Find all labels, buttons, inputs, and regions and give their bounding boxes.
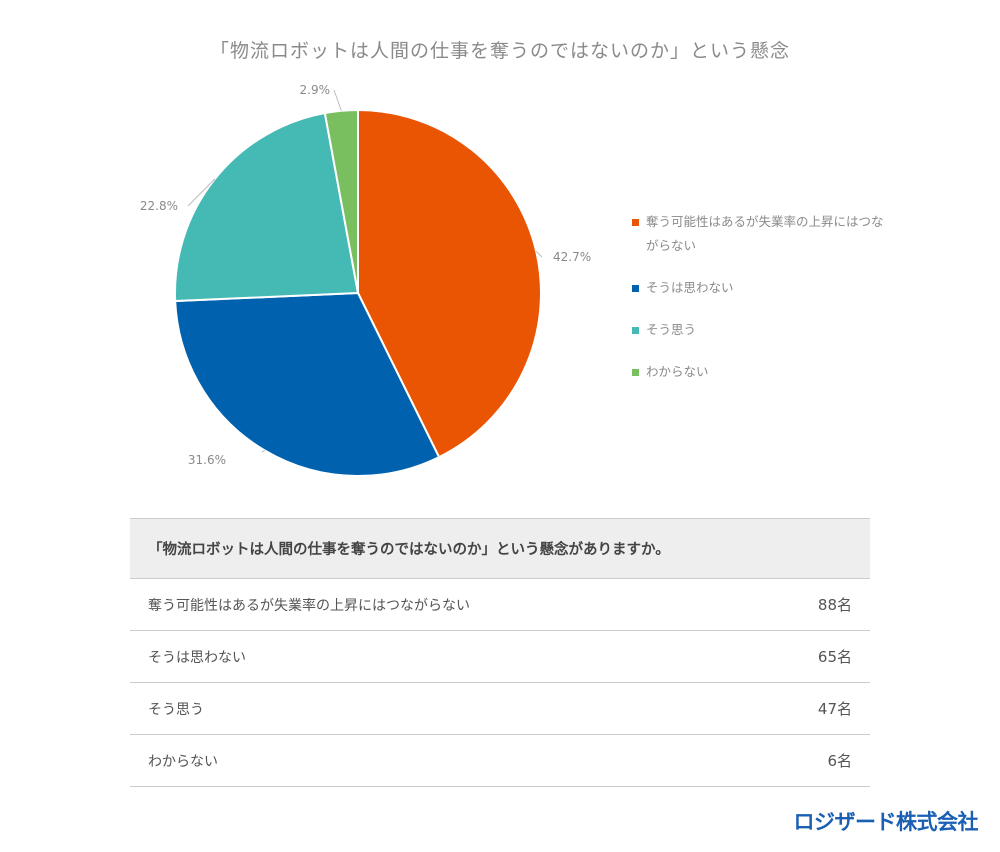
legend-swatch xyxy=(632,327,639,334)
row-label: 奪う可能性はあるが失業率の上昇にはつながらない xyxy=(130,578,749,631)
table-row: そうは思わない 65名 xyxy=(130,630,870,683)
chart-title: 「物流ロボットは人間の仕事を奪うのではないのか」という懸念 xyxy=(209,40,790,62)
pie-slice xyxy=(357,108,542,459)
data-label: 42.7% xyxy=(553,250,591,264)
data-label: 2.9% xyxy=(300,83,331,97)
legend-item: わからない xyxy=(632,360,892,384)
pie-slice xyxy=(174,291,441,477)
legend-item: そう思う xyxy=(632,318,892,342)
row-label: そう思う xyxy=(130,682,749,735)
pie-slice xyxy=(323,108,359,294)
legend-item: 奪う可能性はあるが失業率の上昇にはつながらない xyxy=(632,210,892,258)
company-logo: ロジザード株式会社 xyxy=(793,810,979,834)
row-count: 65名 xyxy=(748,630,870,683)
leader-line xyxy=(333,89,342,111)
row-count: 47名 xyxy=(748,682,870,735)
row-count: 6名 xyxy=(748,734,870,787)
legend-swatch xyxy=(632,369,639,376)
table-row: わからない 6名 xyxy=(130,734,870,787)
table-header: 「物流ロボットは人間の仕事を奪うのではないのか」という懸念がありますか。 xyxy=(130,518,870,579)
row-label: わからない xyxy=(130,734,749,787)
leader-line xyxy=(261,450,266,453)
results-table: 「物流ロボットは人間の仕事を奪うのではないのか」という懸念がありますか。 奪う可… xyxy=(130,518,870,787)
legend-label: そうは思わない xyxy=(646,280,734,295)
row-count: 88名 xyxy=(748,578,870,631)
legend-label: そう思う xyxy=(646,322,697,337)
table-row: そう思う 47名 xyxy=(130,682,870,735)
legend-label: わからない xyxy=(646,364,709,379)
table-row: 奪う可能性はあるが失業率の上昇にはつながらない 88名 xyxy=(130,578,870,631)
legend: 奪う可能性はあるが失業率の上昇にはつながらない そうは思わない そう思う わから… xyxy=(632,210,892,402)
pie-chart: 42.7% 31.6% 22.8% 2.9% xyxy=(140,83,591,477)
legend-swatch xyxy=(632,285,639,292)
data-label: 22.8% xyxy=(140,199,178,213)
leader-line xyxy=(187,178,216,207)
data-label: 31.6% xyxy=(188,453,226,467)
legend-item: そうは思わない xyxy=(632,276,892,300)
legend-swatch xyxy=(632,219,639,226)
legend-label: 奪う可能性はあるが失業率の上昇にはつながらない xyxy=(646,214,884,253)
row-label: そうは思わない xyxy=(130,630,749,683)
leader-line xyxy=(535,251,543,258)
